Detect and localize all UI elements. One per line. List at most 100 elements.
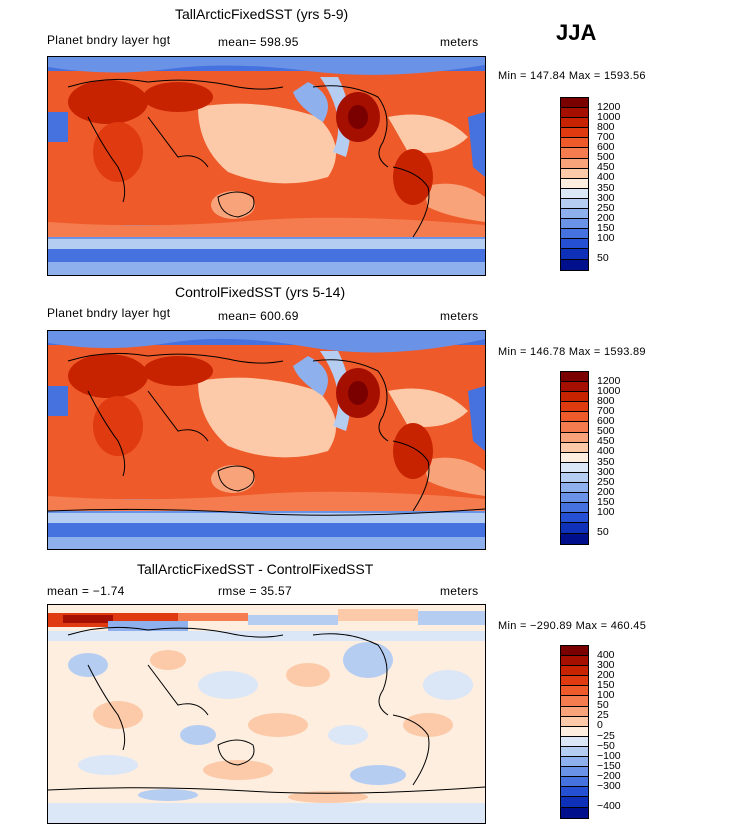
panel-2-variable-label: Planet bndry layer hgt	[47, 306, 171, 320]
panel-3-minmax: Min = −290.89 Max = 460.45	[498, 620, 647, 632]
panel-3-colorbar-label: −25	[597, 730, 615, 742]
panel-2-colorbar-label: 400	[597, 445, 615, 457]
panel-2-map-field	[48, 331, 485, 549]
panel-1-variable-label: Planet bndry layer hgt	[47, 33, 171, 47]
panel-1-colorbar-label: 150	[597, 222, 615, 234]
panel-2-colorbar-swatch	[561, 483, 588, 494]
panel-1-minmax: Min = 147.84 Max = 1593.56	[498, 70, 646, 82]
panel-3-colorbar-swatch	[561, 736, 588, 747]
panel-3-colorbar-swatch	[561, 797, 588, 808]
panel-1-colorbar-label: 800	[597, 121, 615, 133]
panel-1-colorbar-swatch	[561, 178, 588, 189]
panel-1-colorbar-label: 600	[597, 141, 615, 153]
panel-1-units-label: meters	[440, 35, 479, 49]
panel-2-minmax: Min = 146.78 Max = 1593.89	[498, 346, 646, 358]
panel-2-colorbar-label: 800	[597, 395, 615, 407]
panel-3-colorbar-swatch	[561, 696, 588, 707]
panel-3-colorbar-swatch	[561, 706, 588, 717]
panel-2-title: ControlFixedSST (yrs 5-14)	[175, 284, 346, 300]
panel-3-colorbar-swatch	[561, 726, 588, 737]
panel-1-colorbar-label: 250	[597, 202, 615, 214]
panel-1-colorbar-label: 100	[597, 232, 615, 244]
panel-3-colorbar-label: −400	[597, 800, 621, 812]
panel-3-colorbar-swatch	[561, 787, 588, 798]
panel-2-colorbar-swatch	[561, 523, 588, 534]
panel-2-colorbar-label: 1200	[597, 375, 621, 387]
panel-3-colorbar-swatch	[561, 656, 588, 667]
panel-2-colorbar-swatch	[561, 382, 588, 393]
panel-2-colorbar-swatch	[561, 442, 588, 453]
panel-3-colorbar-label: −150	[597, 760, 621, 772]
panel-1-colorbar-label: 200	[597, 212, 615, 224]
panel-1-colorbar-swatch	[561, 148, 588, 159]
panel-2-map	[47, 330, 486, 550]
panel-1-map	[47, 56, 486, 276]
panel-3-colorbar-label: 25	[597, 709, 609, 721]
panel-2-colorbar-label: 500	[597, 425, 615, 437]
panel-1-colorbar-swatch	[561, 229, 588, 240]
panel-1-colorbar-swatch	[561, 168, 588, 179]
panel-3-colorbar-swatch	[561, 686, 588, 697]
panel-3-title: TallArcticFixedSST - ControlFixedSST	[137, 561, 374, 577]
panel-3-colorbar-swatch	[561, 666, 588, 677]
panel-2-colorbar-swatch	[561, 432, 588, 443]
panel-3-colorbar-swatch	[561, 646, 588, 657]
panel-2-units-label: meters	[440, 309, 479, 323]
panel-2-colorbar-label: 250	[597, 476, 615, 488]
panel-3-colorbar-label: 200	[597, 669, 615, 681]
panel-1-colorbar-label: 350	[597, 182, 615, 194]
panel-3-colorbar-label: 150	[597, 679, 615, 691]
panel-3-colorbar-label: −200	[597, 770, 621, 782]
panel-2-colorbar-label: 450	[597, 435, 615, 447]
panel-3-units-label: meters	[440, 584, 479, 598]
panel-2-colorbar-swatch	[561, 402, 588, 413]
panel-3-colorbar-label: −100	[597, 750, 621, 762]
panel-2-colorbar-label: 50	[597, 526, 609, 538]
panel-2-colorbar-swatch	[561, 513, 588, 524]
panel-1-colorbar-swatch	[561, 239, 588, 250]
panel-1-title: TallArcticFixedSST (yrs 5-9)	[175, 6, 349, 22]
panel-3-colorbar-label: −300	[597, 780, 621, 792]
panel-1-colorbar-label: 400	[597, 171, 615, 183]
panel-2-colorbar-label: 1000	[597, 385, 621, 397]
panel-2-colorbar-label: 700	[597, 405, 615, 417]
panel-2-colorbar-label: 150	[597, 496, 615, 508]
panel-1-colorbar-swatch	[561, 158, 588, 169]
panel-2-mean-label: mean= 600.69	[218, 309, 299, 323]
panel-2-colorbar-label: 350	[597, 456, 615, 468]
panel-2-colorbar	[560, 371, 589, 545]
panel-3-map	[47, 604, 486, 824]
panel-3-colorbar-swatch	[561, 746, 588, 758]
panel-1-colorbar-swatch	[561, 188, 588, 199]
panel-3-colorbar-label: 50	[597, 699, 609, 711]
panel-2-colorbar-swatch	[561, 462, 588, 473]
panel-1-colorbar-label: 1000	[597, 111, 621, 123]
panel-1-colorbar	[560, 97, 589, 271]
panel-1-colorbar-swatch	[561, 209, 588, 220]
panel-1-colorbar-label: 500	[597, 151, 615, 163]
panel-3-colorbar-swatch	[561, 767, 588, 778]
panel-3-colorbar-swatch	[561, 676, 588, 687]
panel-3-colorbar-swatch	[561, 777, 588, 788]
panel-3-colorbar-label: 300	[597, 659, 615, 671]
panel-3-colorbar-label: 0	[597, 719, 603, 731]
panel-1-colorbar-label: 450	[597, 161, 615, 173]
panel-1-colorbar-swatch	[561, 98, 588, 109]
panel-1-colorbar-swatch	[561, 118, 588, 129]
panel-2-colorbar-swatch	[561, 372, 588, 383]
panel-1-colorbar-swatch	[561, 259, 588, 270]
panel-1-colorbar-label: 700	[597, 131, 615, 143]
panel-2-colorbar-swatch	[561, 422, 588, 433]
panel-1-mean-label: mean= 598.95	[218, 35, 299, 49]
panel-1-colorbar-swatch	[561, 219, 588, 230]
panel-3-colorbar	[560, 645, 589, 819]
panel-1-colorbar-swatch	[561, 128, 588, 139]
panel-3-mean-label: mean = −1.74	[47, 584, 125, 598]
panel-3-colorbar-swatch	[561, 807, 588, 818]
panel-2-colorbar-swatch	[561, 493, 588, 504]
panel-2-colorbar-label: 100	[597, 506, 615, 518]
panel-3-colorbar-label: −50	[597, 740, 615, 752]
panel-1-colorbar-swatch	[561, 249, 588, 260]
panel-1-colorbar-swatch	[561, 138, 588, 149]
panel-1-colorbar-label: 300	[597, 192, 615, 204]
